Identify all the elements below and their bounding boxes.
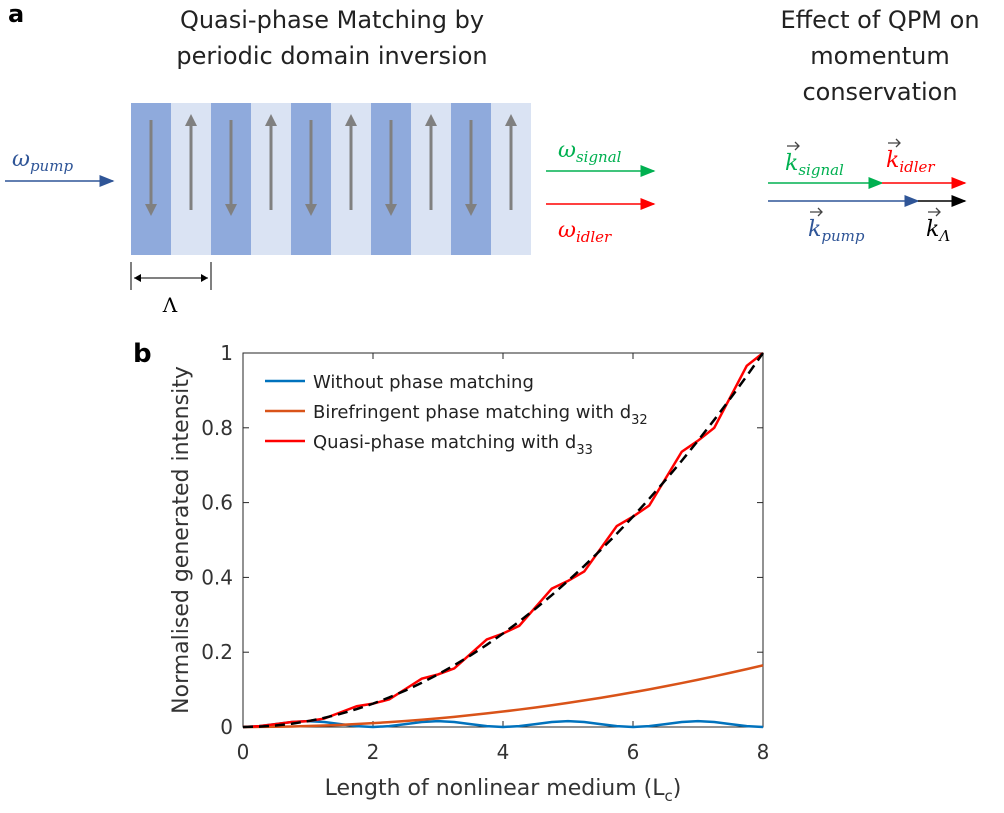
x-tick-label: 8 (757, 740, 770, 764)
y-axis-label: Normalised generated intensity (169, 366, 194, 714)
k-lambda: kΛ (926, 217, 950, 245)
panel-label: a (8, 0, 24, 28)
y-tick-label: 0 (220, 715, 233, 739)
x-tick-label: 2 (367, 740, 380, 764)
legend-label: Without phase matching (313, 372, 534, 393)
k-idler: kidler (886, 148, 935, 176)
panel-label: b (133, 339, 152, 369)
y-tick-label: 1 (220, 341, 233, 365)
k-signal: ksignal (785, 151, 844, 179)
legend-text: Without phase matching (313, 372, 534, 393)
x-tick-label: 6 (627, 740, 640, 764)
omega-pump: ωpump (12, 147, 73, 175)
legend-label: Birefringent phase matching with d32 (313, 402, 648, 428)
x-tick-label: 0 (237, 740, 250, 764)
plot: 0 2 4 6 8 0 0.2 0.4 0.6 0.8 1 Without phase matchin… (201, 341, 769, 764)
title-line: Quasi-phase Matching by (180, 6, 484, 34)
title-line: conservation (802, 78, 957, 106)
y-tick-label: 0.6 (201, 491, 233, 515)
x-axis-label: Length of nonlinear medium (Lc) (325, 776, 682, 805)
title-line: periodic domain inversion (176, 42, 487, 70)
series-line (242, 719, 764, 729)
title-line: Effect of QPM on (780, 6, 979, 34)
series-line (242, 664, 764, 729)
omega-signal: ωsignal (558, 138, 622, 166)
k-pump: kpump (808, 217, 865, 245)
y-tick-label: 0.2 (201, 640, 233, 664)
crystal (131, 103, 531, 255)
legend-text: Quasi-phase matching with d (313, 432, 576, 453)
y-tick-label: 0.8 (201, 416, 233, 440)
legend-subscript: 33 (576, 443, 593, 458)
x-tick-label: 4 (497, 740, 510, 764)
omega-idler: ωidler (558, 218, 612, 246)
legend-label: Quasi-phase matching with d33 (313, 432, 593, 458)
legend-text: Birefringent phase matching with d (313, 402, 631, 423)
vector-accents (787, 138, 941, 217)
period-label: Λ (162, 293, 178, 317)
y-tick-label: 0.4 (201, 565, 233, 589)
series-line (242, 352, 765, 729)
legend-subscript: 32 (631, 413, 648, 428)
title-line: momentum (810, 42, 949, 70)
plot-area (242, 352, 764, 728)
